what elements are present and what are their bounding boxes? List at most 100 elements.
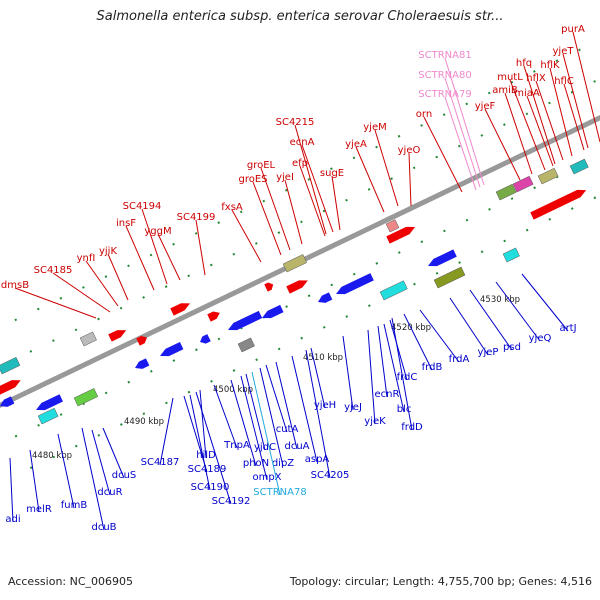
- gene-label-yjej: yjeJ: [344, 402, 362, 413]
- gene-label-adi: adi: [5, 514, 20, 525]
- gene-label-melr-leader: [29, 449, 40, 513]
- gene-label-hfq: hfq: [516, 58, 532, 69]
- gene-label-dcub: dcuB: [91, 522, 116, 533]
- gene-label-sc4185: SC4185: [34, 265, 73, 276]
- gene-block-1: [0, 356, 21, 375]
- gene-label-miaa: miaA: [514, 88, 540, 99]
- gene-label-sc4215: SC4215: [276, 117, 315, 128]
- gene-arrow-17: [336, 273, 374, 295]
- gene-label-miaa-leader: [526, 95, 554, 167]
- gene-label-dcua: dcuA: [284, 441, 309, 452]
- gene-label-mutl-leader: [509, 79, 546, 171]
- gene-label-frdd: frdD: [401, 422, 423, 433]
- gene-label-groel: groEL: [247, 160, 276, 171]
- gene-label-yjeq: yjeQ: [529, 333, 552, 344]
- rna-label-sctrna80: SCTRNA80: [418, 70, 471, 81]
- gene-arrow-2: [108, 330, 127, 342]
- gene-label-orn: orn: [416, 109, 432, 120]
- gene-label-dcur-leader: [91, 429, 111, 496]
- gene-label-ecna: ecnA: [290, 137, 315, 148]
- gene-label-psd: psd: [503, 342, 521, 353]
- gene-label-cuta-leader: [265, 364, 288, 433]
- gene-label-sc4187: SC4187: [141, 457, 180, 468]
- map-title: Salmonella enterica subsp. enterica sero…: [96, 9, 504, 24]
- gene-block-10: [73, 388, 99, 407]
- gene-label-yjei: yjeI: [276, 172, 294, 183]
- gene-block-3: [282, 254, 308, 273]
- gene-label-dipz: dipZ: [272, 458, 294, 469]
- gene-arrow-15: [262, 304, 284, 319]
- gene-label-ynfi: ynfI: [77, 253, 96, 264]
- gene-label-blc: blc: [397, 404, 412, 415]
- gene-label-ecnr-leader: [377, 325, 388, 398]
- gene-arrow-5: [286, 280, 308, 294]
- gene-label-yjeh-leader: [310, 347, 326, 409]
- gene-label-hflx: hflX: [526, 73, 546, 84]
- gene-label-yjea-leader: [355, 146, 385, 213]
- gene-label-dcur: dcuR: [97, 487, 122, 498]
- gene-arrow-10: [36, 394, 63, 411]
- accession-label: Accession: NC_006905: [8, 575, 134, 588]
- genome-summary: Topology: circular; Length: 4,755,700 bp…: [289, 575, 592, 588]
- gene-label-yjef-leader: [484, 108, 521, 181]
- gene-arrow-13: [200, 334, 211, 344]
- gene-label-insf: insF: [116, 218, 136, 229]
- gene-label-fxsa: fxsA: [221, 202, 243, 213]
- rna-label-sctrna78-leader: [251, 371, 281, 496]
- gene-label-suge-leader: [331, 175, 341, 231]
- gene-label-melr: melR: [26, 504, 52, 515]
- gene-label-frdc-leader: [389, 319, 408, 381]
- gene-label-efp: efp: [292, 158, 308, 169]
- gene-arrow-19: [0, 396, 15, 407]
- gene-label-sc4190-leader: [189, 394, 211, 491]
- gene-label-adi-leader: [9, 457, 14, 523]
- gene-label-aspa-leader: [291, 355, 318, 463]
- track-dots-2: [0, 77, 600, 368]
- gene-label-yjik: yjiK: [99, 246, 117, 257]
- track-dots-3: [14, 155, 600, 438]
- gene-label-frda-leader: [419, 309, 460, 363]
- gene-label-yjep-leader: [449, 297, 489, 356]
- gene-block-13: [502, 247, 520, 263]
- gene-block-8: [379, 280, 408, 301]
- gene-label-pura: purA: [561, 24, 585, 35]
- gene-label-yjeo-leader: [408, 152, 412, 207]
- gene-block-11: [237, 337, 255, 353]
- gene-label-amib: amiB: [492, 85, 518, 96]
- gene-label-yjdc: yjdC: [254, 442, 276, 453]
- gene-label-ynfi-leader: [85, 260, 119, 307]
- gene-arrow-9: [264, 282, 274, 292]
- gene-block-2: [79, 331, 97, 347]
- gene-label-sc4205: SC4205: [311, 470, 350, 481]
- gene-block-6: [537, 167, 559, 185]
- gene-label-hflk: hflK: [540, 60, 560, 71]
- gene-label-yjea: yjeA: [345, 139, 367, 150]
- gene-label-yjeo: yjeO: [398, 145, 421, 156]
- rna-label-sctrna81: SCTRNA81: [418, 50, 471, 61]
- gene-label-psd-leader: [469, 289, 513, 351]
- gene-label-sc4190: SC4190: [191, 482, 230, 493]
- gene-label-dmsb: dmsB: [1, 280, 29, 291]
- gene-label-hild: hilD: [196, 450, 216, 461]
- gene-label-sc4187-leader: [159, 397, 174, 466]
- rna-label-sctrna80-leader: [444, 77, 481, 188]
- gene-label-groes: groES: [238, 174, 267, 185]
- gene-label-suge: sugE: [320, 168, 344, 179]
- gene-label-fxsa-leader: [231, 209, 262, 263]
- gene-label-sc4215-leader: [294, 124, 327, 235]
- gene-arrow-11: [135, 358, 150, 369]
- gene-label-yjdc-leader: [245, 373, 266, 451]
- tick-4490-label: 4490 kbp: [124, 417, 164, 427]
- rna-label-sctrna79: SCTRNA79: [418, 89, 471, 100]
- gene-arrow-7: [530, 189, 587, 220]
- gene-label-frdb: frdB: [422, 362, 443, 373]
- gene-label-efp-leader: [299, 165, 326, 237]
- gene-label-artj-leader: [521, 273, 569, 332]
- rna-label-sctrna78: SCTRNA78: [253, 487, 306, 498]
- gene-label-dcus-leader: [102, 427, 125, 479]
- gene-label-yjek-leader: [367, 329, 376, 425]
- gene-label-cuta: cutA: [276, 424, 299, 435]
- tick-4530-label: 4530 kbp: [480, 295, 520, 305]
- gene-label-dcus: dcuS: [112, 470, 137, 481]
- gene-label-yggm-leader: [157, 233, 181, 281]
